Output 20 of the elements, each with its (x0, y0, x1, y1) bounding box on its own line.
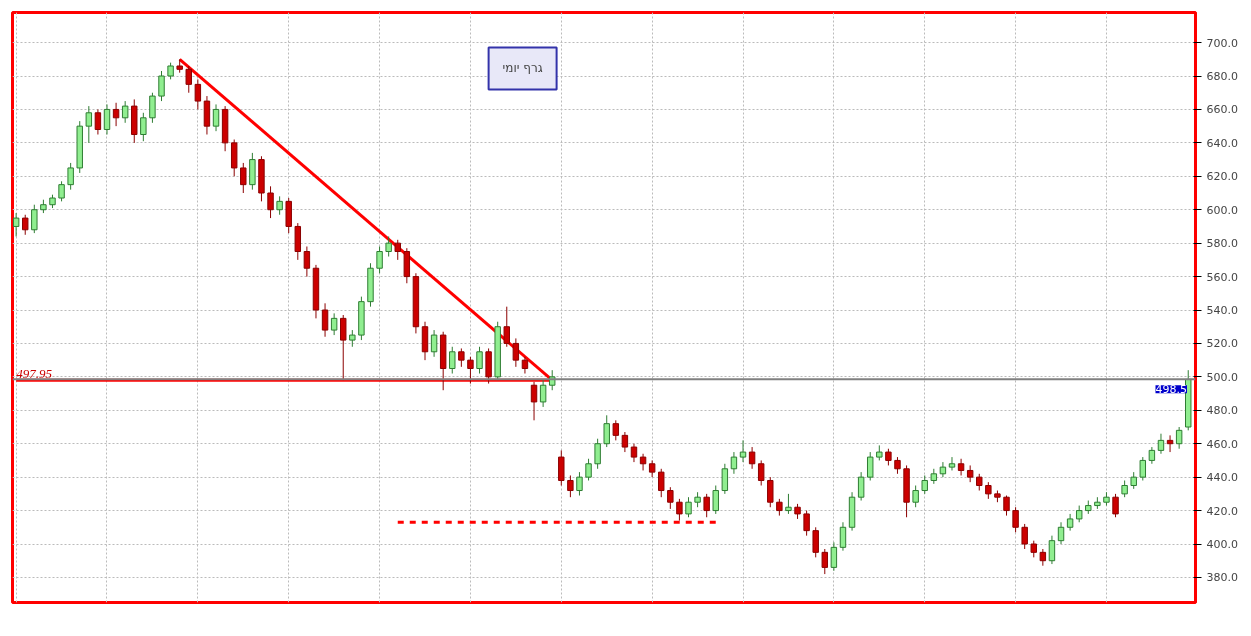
ref-line-label: 498.5 (1155, 383, 1187, 397)
y-tick-label: 420.0 (1206, 504, 1238, 518)
y-tick-label: 400.0 (1206, 538, 1238, 551)
y-tick-label: 660.0 (1206, 103, 1238, 117)
annotation: גרף יומי (502, 61, 543, 76)
y-tick-label: 480.0 (1206, 404, 1238, 418)
y-tick-label: 500.0 (1206, 370, 1238, 384)
y-tick-label: 380.0 (1206, 571, 1238, 585)
y-tick-label: 640.0 (1206, 136, 1238, 150)
annotation: 497.95 (16, 366, 53, 382)
y-tick-label: 680.0 (1206, 70, 1238, 84)
y-tick-label: 600.0 (1206, 203, 1238, 217)
y-tick-label: 560.0 (1206, 270, 1238, 284)
y-tick-label: 440.0 (1206, 471, 1238, 485)
y-tick-label: 520.0 (1206, 337, 1238, 351)
y-tick-label: 620.0 (1206, 170, 1238, 184)
y-tick-label: 460.0 (1206, 437, 1238, 451)
y-tick-label: 700.0 (1206, 36, 1238, 50)
y-tick-label: 580.0 (1206, 237, 1238, 251)
y-tick-label: 540.0 (1206, 304, 1238, 318)
